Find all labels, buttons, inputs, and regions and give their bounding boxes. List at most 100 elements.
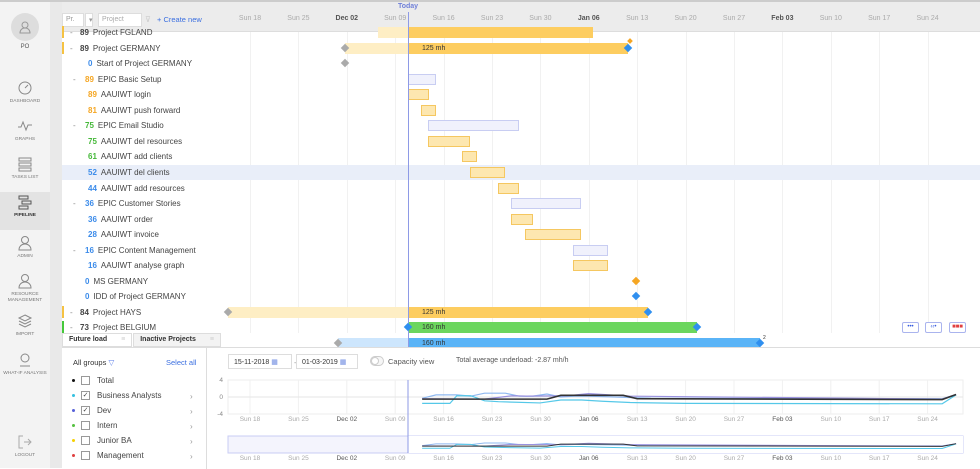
calendar-icon[interactable]: ▦ — [339, 359, 347, 366]
tree-row[interactable]: 61 AAUIWT add clients — [62, 149, 980, 164]
menu-icon[interactable]: ≡ — [209, 336, 214, 343]
chevron-right-icon[interactable]: › — [190, 422, 193, 431]
epic-bar[interactable] — [408, 73, 436, 85]
sidebar-item-graphs[interactable]: Graphs — [0, 118, 50, 143]
collapse-toggle[interactable]: - — [70, 323, 73, 333]
chart-x-tick: Sun 27 — [724, 416, 745, 423]
color-legend-button[interactable]: ■■■ — [949, 322, 966, 333]
group-item[interactable]: ✓ Business Analysts — [72, 391, 161, 400]
collapse-toggle[interactable]: - — [73, 245, 76, 255]
sidebar-item-import[interactable]: Import — [0, 313, 50, 338]
tree-row[interactable]: -89 Project FGLAND — [62, 25, 980, 40]
tab-future-load[interactable]: Future load ≡ — [62, 333, 133, 347]
task-bar[interactable] — [525, 229, 581, 241]
tree-row[interactable]: -84 Project HAYS — [62, 305, 980, 320]
chevron-down-icon[interactable]: ▾ — [85, 13, 93, 27]
tree-row[interactable]: -89 Project GERMANY — [62, 41, 980, 56]
task-name: Project FGLAND — [92, 28, 153, 37]
tree-row[interactable]: 16 AAUIWT analyse graph — [62, 258, 980, 273]
collapse-button[interactable]: ‹‹• — [925, 322, 942, 333]
tab-label: Inactive Projects — [140, 336, 196, 343]
tree-row[interactable]: -16 EPIC Content Management — [62, 243, 980, 258]
task-bar[interactable] — [462, 151, 477, 163]
project-bar[interactable] — [408, 27, 593, 38]
collapse-toggle[interactable]: - — [70, 28, 73, 37]
task-bar[interactable] — [470, 166, 505, 178]
bar-past — [338, 338, 408, 349]
group-item[interactable]: Management — [72, 451, 144, 460]
tab-inactive-projects[interactable]: Inactive Projects ≡ — [133, 333, 221, 347]
epic-bar[interactable] — [573, 244, 608, 256]
task-bar[interactable] — [421, 104, 436, 116]
group-item[interactable]: Junior BA — [72, 436, 132, 445]
menu-icon[interactable]: ≡ — [121, 336, 126, 343]
select-all-link[interactable]: Select all — [166, 358, 197, 367]
collapse-toggle[interactable]: - — [70, 43, 73, 53]
tree-row[interactable]: -75 EPIC Email Studio — [62, 118, 980, 133]
chevron-right-icon[interactable]: › — [190, 407, 193, 416]
chevron-right-icon[interactable]: › — [190, 452, 193, 461]
tree-row[interactable]: 81 AAUIWT push forward — [62, 103, 980, 118]
group-checkbox[interactable]: ✓ — [81, 391, 90, 400]
chevron-right-icon[interactable]: › — [190, 392, 193, 401]
collapse-toggle[interactable]: - — [73, 199, 76, 209]
task-bar[interactable] — [573, 260, 608, 272]
sidebar-item-label: What-if analysis — [3, 371, 47, 376]
filter-icon[interactable]: ▽ — [108, 358, 115, 367]
project-search-input[interactable]: Project — [98, 13, 142, 27]
all-groups-label[interactable]: All groups ▽ — [73, 358, 114, 367]
avatar[interactable] — [11, 13, 39, 41]
project-bar[interactable]: 125 mh — [408, 306, 648, 318]
more-button[interactable]: ••• — [902, 322, 919, 333]
group-checkbox[interactable] — [81, 421, 90, 430]
tree-row[interactable]: -36 EPIC Customer Stories — [62, 196, 980, 211]
tree-row[interactable]: 36 AAUIWT order — [62, 212, 980, 227]
project-bar[interactable]: 125 mh — [408, 42, 628, 54]
tree-row[interactable]: 75 AAUIWT del resources — [62, 134, 980, 149]
tree-row[interactable]: 0 IDD of Project GERMANY — [62, 289, 980, 304]
group-item[interactable]: Total — [72, 376, 114, 385]
task-bar[interactable] — [428, 135, 470, 147]
tree-row[interactable]: -73 Project BELGIUM — [62, 320, 980, 335]
date-to-input[interactable]: 01-03-2019 ▦ — [296, 354, 358, 369]
task-bar[interactable] — [498, 182, 519, 194]
tree-row[interactable]: 28 AAUIWT invoice — [62, 227, 980, 242]
group-checkbox[interactable] — [81, 451, 90, 460]
tree-row[interactable]: 0 Start of Project GERMANY — [62, 56, 980, 71]
calendar-icon[interactable]: ▦ — [271, 359, 278, 366]
epic-bar[interactable] — [511, 198, 581, 210]
task-score: 81 — [88, 105, 97, 115]
clear-filter-icon[interactable]: ⊽ — [145, 15, 151, 24]
tree-row[interactable]: 52 AAUIWT del clients — [62, 164, 980, 180]
group-checkbox[interactable] — [81, 376, 90, 385]
today-label: Today — [397, 3, 419, 10]
chevron-right-icon[interactable]: › — [190, 437, 193, 446]
sidebar-item-logout[interactable]: Logout — [0, 434, 50, 459]
tree-row[interactable]: 0 MS GERMANY — [62, 274, 980, 289]
create-new-button[interactable]: + Create new — [157, 15, 202, 24]
collapse-toggle[interactable]: - — [70, 307, 73, 317]
collapse-toggle[interactable]: - — [73, 121, 76, 131]
group-checkbox[interactable]: ✓ — [81, 406, 90, 415]
date-from-input[interactable]: 15-11-2018 ▦ — [228, 354, 292, 369]
tree-row[interactable]: 44 AAUIWT add resources — [62, 181, 980, 196]
sidebar-item-tasks-list[interactable]: Tasks list — [0, 156, 50, 181]
project-bar[interactable]: 160 mh — [408, 322, 697, 334]
sidebar-item-dashboard[interactable]: Dashboard — [0, 80, 50, 105]
collapse-toggle[interactable]: - — [73, 74, 76, 84]
tree-row[interactable]: -89 EPIC Basic Setup — [62, 72, 980, 87]
sidebar-item-admin[interactable]: Admin — [0, 235, 50, 260]
capacity-view-toggle[interactable] — [370, 356, 384, 366]
tree-row[interactable]: 89 AAUIWT login — [62, 87, 980, 102]
sidebar-item-what-if-analysis[interactable]: What-if analysis — [0, 352, 50, 377]
group-item[interactable]: ✓ Dev — [72, 406, 111, 415]
group-checkbox[interactable] — [81, 436, 90, 445]
sidebar-item-resource-management[interactable]: Resource management — [0, 273, 50, 304]
epic-bar[interactable] — [428, 120, 519, 132]
sidebar-item-pipeline[interactable]: Pipeline — [0, 192, 50, 230]
task-bar[interactable] — [511, 213, 533, 225]
task-bar[interactable] — [408, 89, 429, 101]
group-item[interactable]: Intern — [72, 421, 117, 430]
project-bar[interactable]: 160 mh — [408, 338, 760, 349]
filter-select[interactable]: Pr. — [62, 13, 84, 27]
